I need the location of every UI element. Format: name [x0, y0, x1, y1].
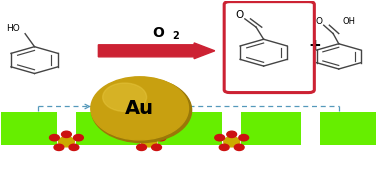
Text: Au: Au — [125, 99, 154, 118]
Ellipse shape — [49, 134, 59, 141]
Ellipse shape — [61, 131, 71, 137]
Ellipse shape — [54, 144, 64, 151]
Ellipse shape — [239, 134, 248, 141]
Text: +: + — [308, 38, 321, 53]
Ellipse shape — [141, 137, 157, 147]
Text: OH: OH — [342, 17, 356, 26]
Ellipse shape — [132, 134, 142, 141]
Text: HO: HO — [6, 24, 20, 33]
Ellipse shape — [92, 78, 192, 142]
Ellipse shape — [144, 131, 154, 137]
Text: O: O — [153, 26, 164, 40]
Ellipse shape — [234, 144, 244, 151]
FancyArrow shape — [98, 43, 215, 59]
Ellipse shape — [91, 77, 188, 140]
Bar — [241, 112, 301, 145]
Ellipse shape — [137, 144, 146, 151]
Ellipse shape — [227, 131, 237, 137]
Text: O: O — [316, 17, 323, 26]
Text: O: O — [235, 10, 243, 20]
Bar — [1, 112, 57, 145]
Bar — [320, 112, 376, 145]
Ellipse shape — [224, 137, 239, 147]
Ellipse shape — [103, 83, 147, 111]
Ellipse shape — [74, 134, 83, 141]
Ellipse shape — [69, 144, 79, 151]
Ellipse shape — [219, 144, 229, 151]
Ellipse shape — [152, 144, 161, 151]
Ellipse shape — [215, 134, 225, 141]
Ellipse shape — [58, 137, 74, 147]
Bar — [76, 112, 139, 145]
Ellipse shape — [156, 134, 166, 141]
Text: 2: 2 — [172, 31, 179, 41]
Bar — [158, 112, 222, 145]
